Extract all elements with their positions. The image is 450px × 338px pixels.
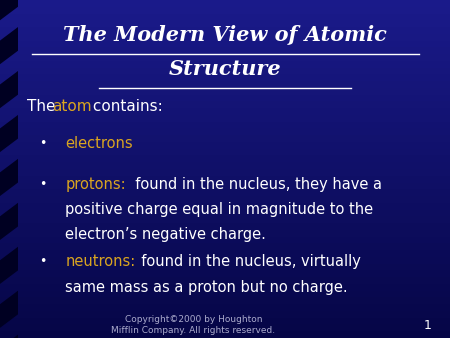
Bar [0, 311, 450, 318]
Bar [0, 183, 450, 189]
Bar [0, 304, 450, 311]
Bar [0, 54, 450, 61]
Text: found in the nucleus, virtually: found in the nucleus, virtually [132, 255, 361, 269]
Text: neutrons:: neutrons: [65, 255, 135, 269]
Bar [0, 257, 450, 264]
Text: •: • [39, 137, 46, 150]
Bar [0, 115, 450, 122]
Bar [0, 41, 450, 47]
Text: Structure: Structure [169, 59, 281, 79]
Bar [0, 216, 450, 223]
Text: electron’s negative charge.: electron’s negative charge. [65, 227, 266, 242]
Bar [0, 297, 450, 304]
Bar [0, 223, 450, 230]
Text: protons:: protons: [65, 177, 126, 192]
Bar [0, 61, 450, 68]
Polygon shape [0, 71, 18, 108]
Bar [0, 270, 450, 277]
Bar [0, 210, 450, 216]
Bar [0, 27, 450, 34]
Text: contains:: contains: [88, 99, 162, 114]
Polygon shape [0, 27, 18, 64]
Text: same mass as a proton but no charge.: same mass as a proton but no charge. [65, 280, 348, 295]
Bar [0, 135, 450, 142]
Bar [0, 88, 450, 95]
Bar [0, 20, 450, 27]
Bar [0, 176, 450, 183]
Text: The: The [27, 99, 60, 114]
Polygon shape [0, 203, 18, 240]
Polygon shape [0, 335, 18, 338]
Bar [0, 108, 450, 115]
Bar [0, 203, 450, 210]
Bar [0, 162, 450, 169]
Bar [0, 149, 450, 155]
Text: electrons: electrons [65, 136, 133, 151]
Bar [0, 237, 450, 243]
Bar [0, 196, 450, 203]
Bar [0, 284, 450, 291]
Polygon shape [0, 115, 18, 152]
Text: •: • [39, 256, 46, 268]
Bar [0, 68, 450, 74]
Bar [0, 243, 450, 250]
Text: found in the nucleus, they have a: found in the nucleus, they have a [126, 177, 382, 192]
Bar [0, 7, 450, 14]
Text: Mifflin Company. All rights reserved.: Mifflin Company. All rights reserved. [112, 326, 275, 335]
Bar [0, 264, 450, 270]
Text: positive charge equal in magnitude to the: positive charge equal in magnitude to th… [65, 202, 374, 217]
Bar [0, 122, 450, 128]
Text: •: • [39, 178, 46, 191]
Bar [0, 169, 450, 176]
Bar [0, 324, 450, 331]
Text: The Modern View of Atomic: The Modern View of Atomic [63, 25, 387, 46]
Bar [0, 34, 450, 41]
Bar [0, 318, 450, 324]
Polygon shape [0, 159, 18, 196]
Bar [0, 47, 450, 54]
Bar [0, 81, 450, 88]
Bar [0, 250, 450, 257]
Polygon shape [0, 0, 18, 20]
Bar [0, 101, 450, 108]
Bar [0, 74, 450, 81]
Text: Copyright©2000 by Houghton: Copyright©2000 by Houghton [125, 315, 262, 324]
Bar [0, 331, 450, 338]
Bar [0, 155, 450, 162]
Bar [0, 142, 450, 149]
Bar [0, 95, 450, 101]
Text: 1: 1 [423, 319, 432, 332]
Bar [0, 230, 450, 237]
Text: atom: atom [52, 99, 91, 114]
Bar [0, 277, 450, 284]
Bar [0, 128, 450, 135]
Bar [0, 14, 450, 20]
Polygon shape [0, 291, 18, 328]
Bar [0, 291, 450, 297]
Bar [0, 0, 450, 7]
Polygon shape [0, 247, 18, 284]
Bar [0, 189, 450, 196]
